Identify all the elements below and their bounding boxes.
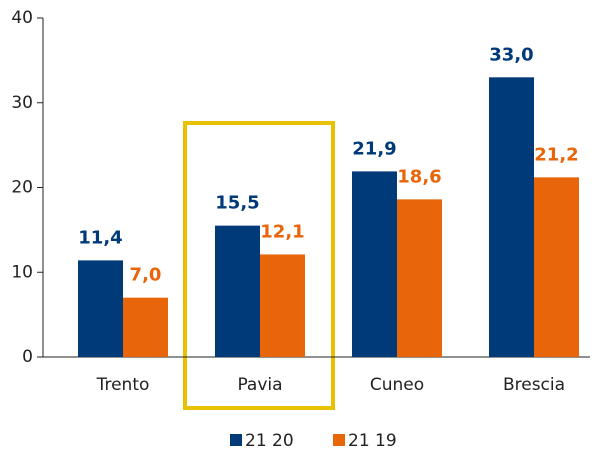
- value-label: 12,1: [260, 221, 304, 242]
- y-tick-label: 20: [11, 178, 33, 198]
- value-label: 11,4: [78, 227, 122, 248]
- x-tick-label: Trento: [96, 375, 150, 395]
- legend-swatch: [333, 434, 345, 446]
- value-label: 33,0: [489, 44, 533, 65]
- legend-swatch: [230, 434, 242, 446]
- value-label: 21,2: [534, 144, 578, 165]
- x-tick-label: Brescia: [503, 375, 565, 395]
- bar: [215, 225, 260, 357]
- y-tick-label: 10: [11, 262, 33, 282]
- x-tick-label: Cuneo: [370, 375, 424, 395]
- value-label: 15,5: [215, 193, 259, 214]
- bar: [123, 297, 168, 357]
- value-label: 21,9: [352, 138, 396, 159]
- value-label: 18,6: [397, 166, 441, 187]
- bar: [352, 171, 397, 357]
- legend-label: 21 19: [348, 431, 397, 451]
- y-tick-label: 30: [11, 93, 33, 113]
- bar: [397, 199, 442, 357]
- bar: [78, 260, 123, 357]
- bar: [534, 177, 579, 357]
- y-tick-label: 0: [22, 347, 33, 367]
- bar: [260, 254, 305, 357]
- highlight-box: [183, 121, 335, 410]
- legend-label: 21 20: [245, 431, 294, 451]
- bar: [489, 77, 534, 357]
- y-tick-label: 40: [11, 8, 33, 28]
- x-tick-label: Pavia: [237, 375, 282, 395]
- value-label: 7,0: [130, 265, 162, 286]
